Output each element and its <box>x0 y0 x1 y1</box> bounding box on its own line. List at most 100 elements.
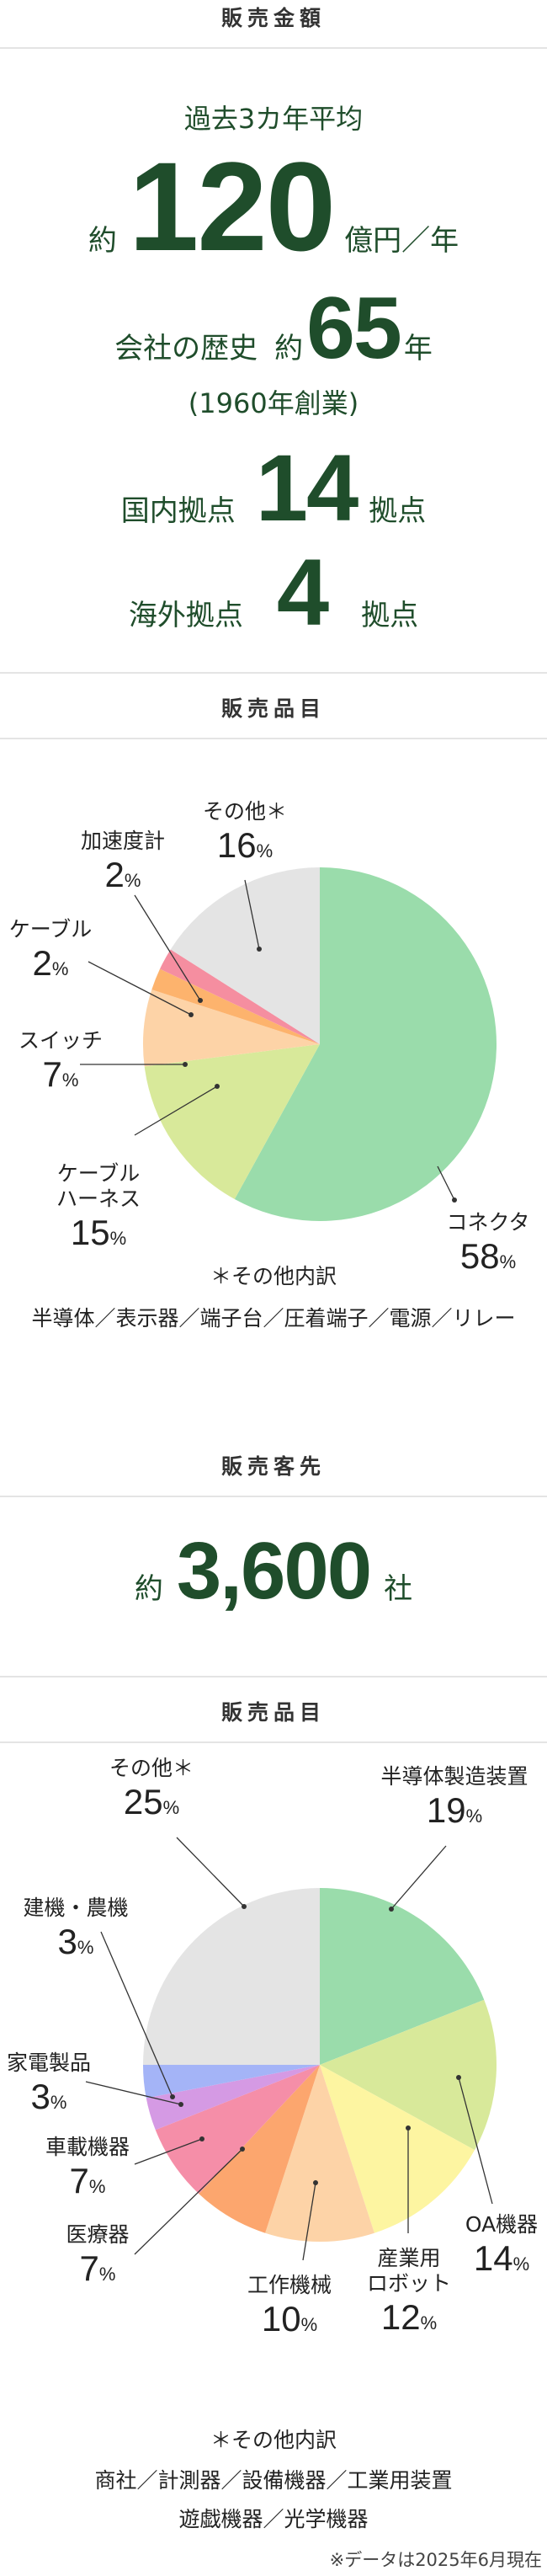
slice-label: ケーブル <box>9 917 93 941</box>
pie-slice <box>234 867 497 1221</box>
pie-slice <box>320 1999 497 2151</box>
leader-dot <box>198 998 203 1003</box>
slice-label: コネクタ <box>446 1210 529 1235</box>
customers-unit: 社 <box>384 1572 413 1606</box>
slice-value: 7% <box>43 1054 79 1094</box>
slice-value: 7% <box>70 2161 106 2200</box>
leader-dot <box>456 2075 461 2080</box>
divider <box>0 1676 547 1677</box>
domestic-unit: 拠点 <box>369 494 427 528</box>
pie-slice <box>143 1888 320 2065</box>
slice-label: 家電製品 <box>7 2051 91 2075</box>
divider <box>0 672 547 674</box>
customers-header: 販売客先 <box>220 1454 326 1479</box>
slice-value: 2% <box>33 943 69 983</box>
customers-line: 約 3,600 社 <box>0 1531 547 1612</box>
leader-line <box>88 961 192 1016</box>
divider <box>0 1741 547 1743</box>
history-years: 65 <box>306 280 402 377</box>
leader-dot <box>215 1084 220 1089</box>
leader-dot <box>257 947 262 952</box>
slice-value: 10% <box>262 2299 317 2339</box>
leader-line <box>134 1085 218 1136</box>
footer-note: ※データは2025年6月現在 <box>329 2550 542 2570</box>
history-unit: 年 <box>403 332 433 365</box>
leader-dot <box>199 2136 204 2141</box>
leader-dot <box>178 2102 183 2107</box>
pie-slice <box>155 2065 320 2195</box>
slice-value: 12% <box>381 2297 437 2337</box>
avg-label: 過去3カ年平均 <box>183 103 364 135</box>
slice-label: 工作機械 <box>247 2273 332 2297</box>
founded-note: (1960年創業) <box>188 387 359 419</box>
leader-dot <box>313 2180 318 2185</box>
overseas-unit: 拠点 <box>361 599 419 632</box>
customers-approx: 約 <box>134 1572 163 1606</box>
history-approx: 約 <box>274 332 304 365</box>
slice-value: 25% <box>124 1782 179 1821</box>
industries-pie-chart: 半導体製造装置19%OA機器14%産業用ロボット12%工作機械10%医療器7%車… <box>7 1756 538 2339</box>
slice-label: 車載機器 <box>45 2135 130 2159</box>
sales-amount-unit: 億円／年 <box>344 224 459 258</box>
slice-value: 15% <box>71 1213 126 1252</box>
domestic-label: 国内拠点 <box>120 494 236 528</box>
history-line: 会社の歴史 約 65 年 <box>0 285 547 372</box>
divider <box>0 1496 547 1497</box>
slice-value: 16% <box>217 825 273 865</box>
leader-line <box>100 1931 173 2098</box>
slice-label: OA機器 <box>465 2212 538 2237</box>
leader-line <box>85 2081 182 2105</box>
slice-label: 産業用ロボット <box>367 2246 451 2296</box>
products-pie-chart: コネクタ58%ケーブルハーネス15%スイッチ7%ケーブル2%加速度計2%その他＊… <box>9 799 530 1276</box>
industries-note-line-2: 遊戯機器／光学機器 <box>178 2507 369 2531</box>
pie-slice <box>320 2065 475 2233</box>
products-note-title: ＊その他内訳 <box>210 1264 337 1288</box>
domestic-count: 14 <box>255 435 359 541</box>
slice-label: ケーブルハーネス <box>56 1161 141 1211</box>
divider <box>0 47 547 49</box>
slice-label: その他＊ <box>109 1756 194 1780</box>
pie-slice <box>151 968 320 1044</box>
domestic-line: 国内拠点 14 拠点 <box>0 441 547 536</box>
leader-dot <box>240 2147 245 2152</box>
slice-value: 3% <box>58 1922 94 1961</box>
leader-line <box>302 2182 316 2261</box>
industries-note-title: ＊その他内訳 <box>210 2428 337 2452</box>
pie-slice <box>199 2065 320 2233</box>
slice-value: 19% <box>427 1790 482 1830</box>
pie-slice <box>320 1888 485 2065</box>
leader-line <box>437 1165 455 1201</box>
sales-amount: 120 <box>128 136 336 277</box>
leader-dot <box>452 1197 457 1203</box>
overseas-count: 4 <box>276 540 329 645</box>
leader-dot <box>183 1062 188 1067</box>
divider <box>0 738 547 739</box>
industries-note-line-1: 商社／計測器／設備機器／工業用装置 <box>94 2468 453 2493</box>
slice-value: 2% <box>105 855 141 894</box>
leader-dot <box>242 1904 247 1909</box>
industries-header: 販売品目 <box>220 1700 326 1725</box>
sales-amount-line: 約 120 億円／年 <box>0 143 547 269</box>
leader-line <box>134 2148 243 2255</box>
sales-header: 販売金額 <box>220 6 326 30</box>
leader-line <box>176 1837 245 1907</box>
pie-slice <box>143 989 320 1067</box>
approx-label: 約 <box>88 224 117 258</box>
customers-count: 3,600 <box>176 1526 372 1616</box>
slice-label: 半導体製造装置 <box>380 1764 528 1789</box>
slice-label: その他＊ <box>203 799 287 824</box>
pie-slice <box>146 2065 320 2131</box>
products-note-line: 半導体／表示器／端子台／圧着端子／電源／リレー <box>31 1306 516 1331</box>
overseas-line: 海外拠点 4 拠点 <box>0 546 547 640</box>
pie-slice <box>143 2065 320 2099</box>
products-header: 販売品目 <box>220 696 326 721</box>
slice-value: 3% <box>31 2077 67 2116</box>
leader-line <box>134 894 201 1001</box>
leader-line <box>390 1845 447 1910</box>
overseas-label: 海外拠点 <box>128 599 243 632</box>
history-label: 会社の歴史 <box>114 332 258 365</box>
pie-slice <box>265 2065 374 2242</box>
slice-label: 加速度計 <box>81 829 165 853</box>
pie-slice <box>170 867 320 1044</box>
leader-dot <box>170 2094 175 2099</box>
